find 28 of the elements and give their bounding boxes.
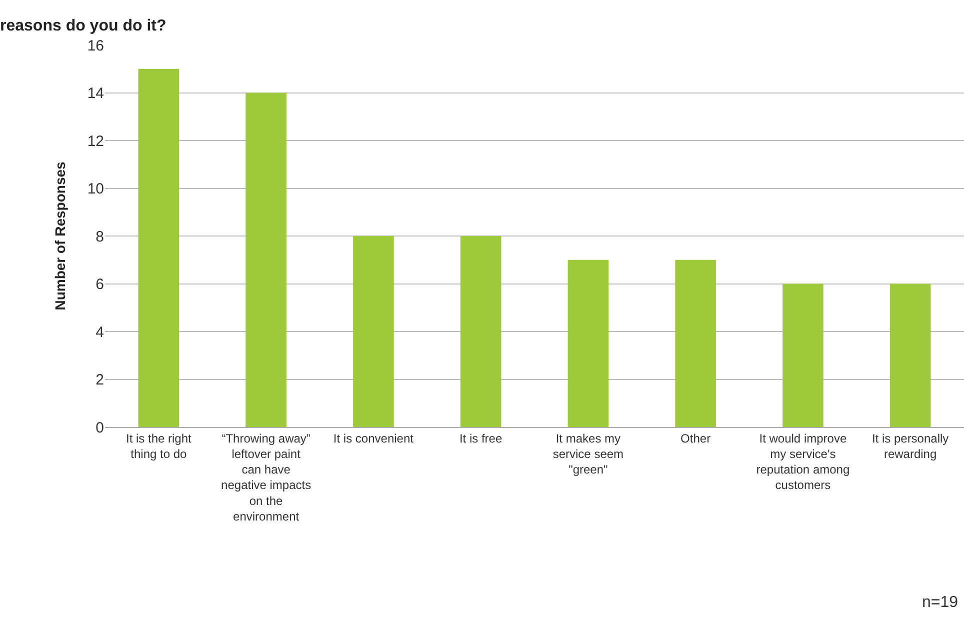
x-tick-label: It is personally rewarding (872, 431, 949, 461)
y-tick-label: 12 (87, 132, 104, 150)
y-tick-label: 14 (87, 85, 104, 102)
x-tick-label: It is convenient (333, 431, 414, 446)
x-tick-label: It is free (459, 431, 502, 446)
y-axis-title: Number of Responses (52, 161, 68, 310)
y-tick-label: 4 (96, 324, 104, 341)
bar (246, 92, 286, 427)
bar (675, 260, 716, 427)
y-tick-label: 16 (87, 37, 104, 54)
y-tick-label: 2 (96, 372, 104, 388)
y-tick-label: 8 (96, 228, 104, 246)
y-tick-label: 10 (87, 180, 104, 198)
bar (890, 284, 931, 427)
x-tick-label: Other (680, 431, 711, 446)
bar (782, 284, 824, 427)
x-tick-label: It would improve my service's reputation among customers (756, 431, 850, 492)
bar (353, 236, 394, 427)
y-tick-label: 0 (96, 419, 104, 436)
x-tick-label: It makes my service seem "green" (552, 431, 624, 477)
text: n=19 (922, 594, 958, 611)
bar (138, 68, 180, 427)
x-tick-label: It is the right thing to do (126, 431, 192, 461)
y-tick-label: 6 (96, 276, 104, 293)
x-tick-label: “Throwing away” leftover paint can have negative impacts on the environment (221, 431, 312, 524)
bar (568, 260, 609, 427)
bar (460, 236, 502, 427)
chart-title: reasons do you do it? (0, 17, 166, 34)
